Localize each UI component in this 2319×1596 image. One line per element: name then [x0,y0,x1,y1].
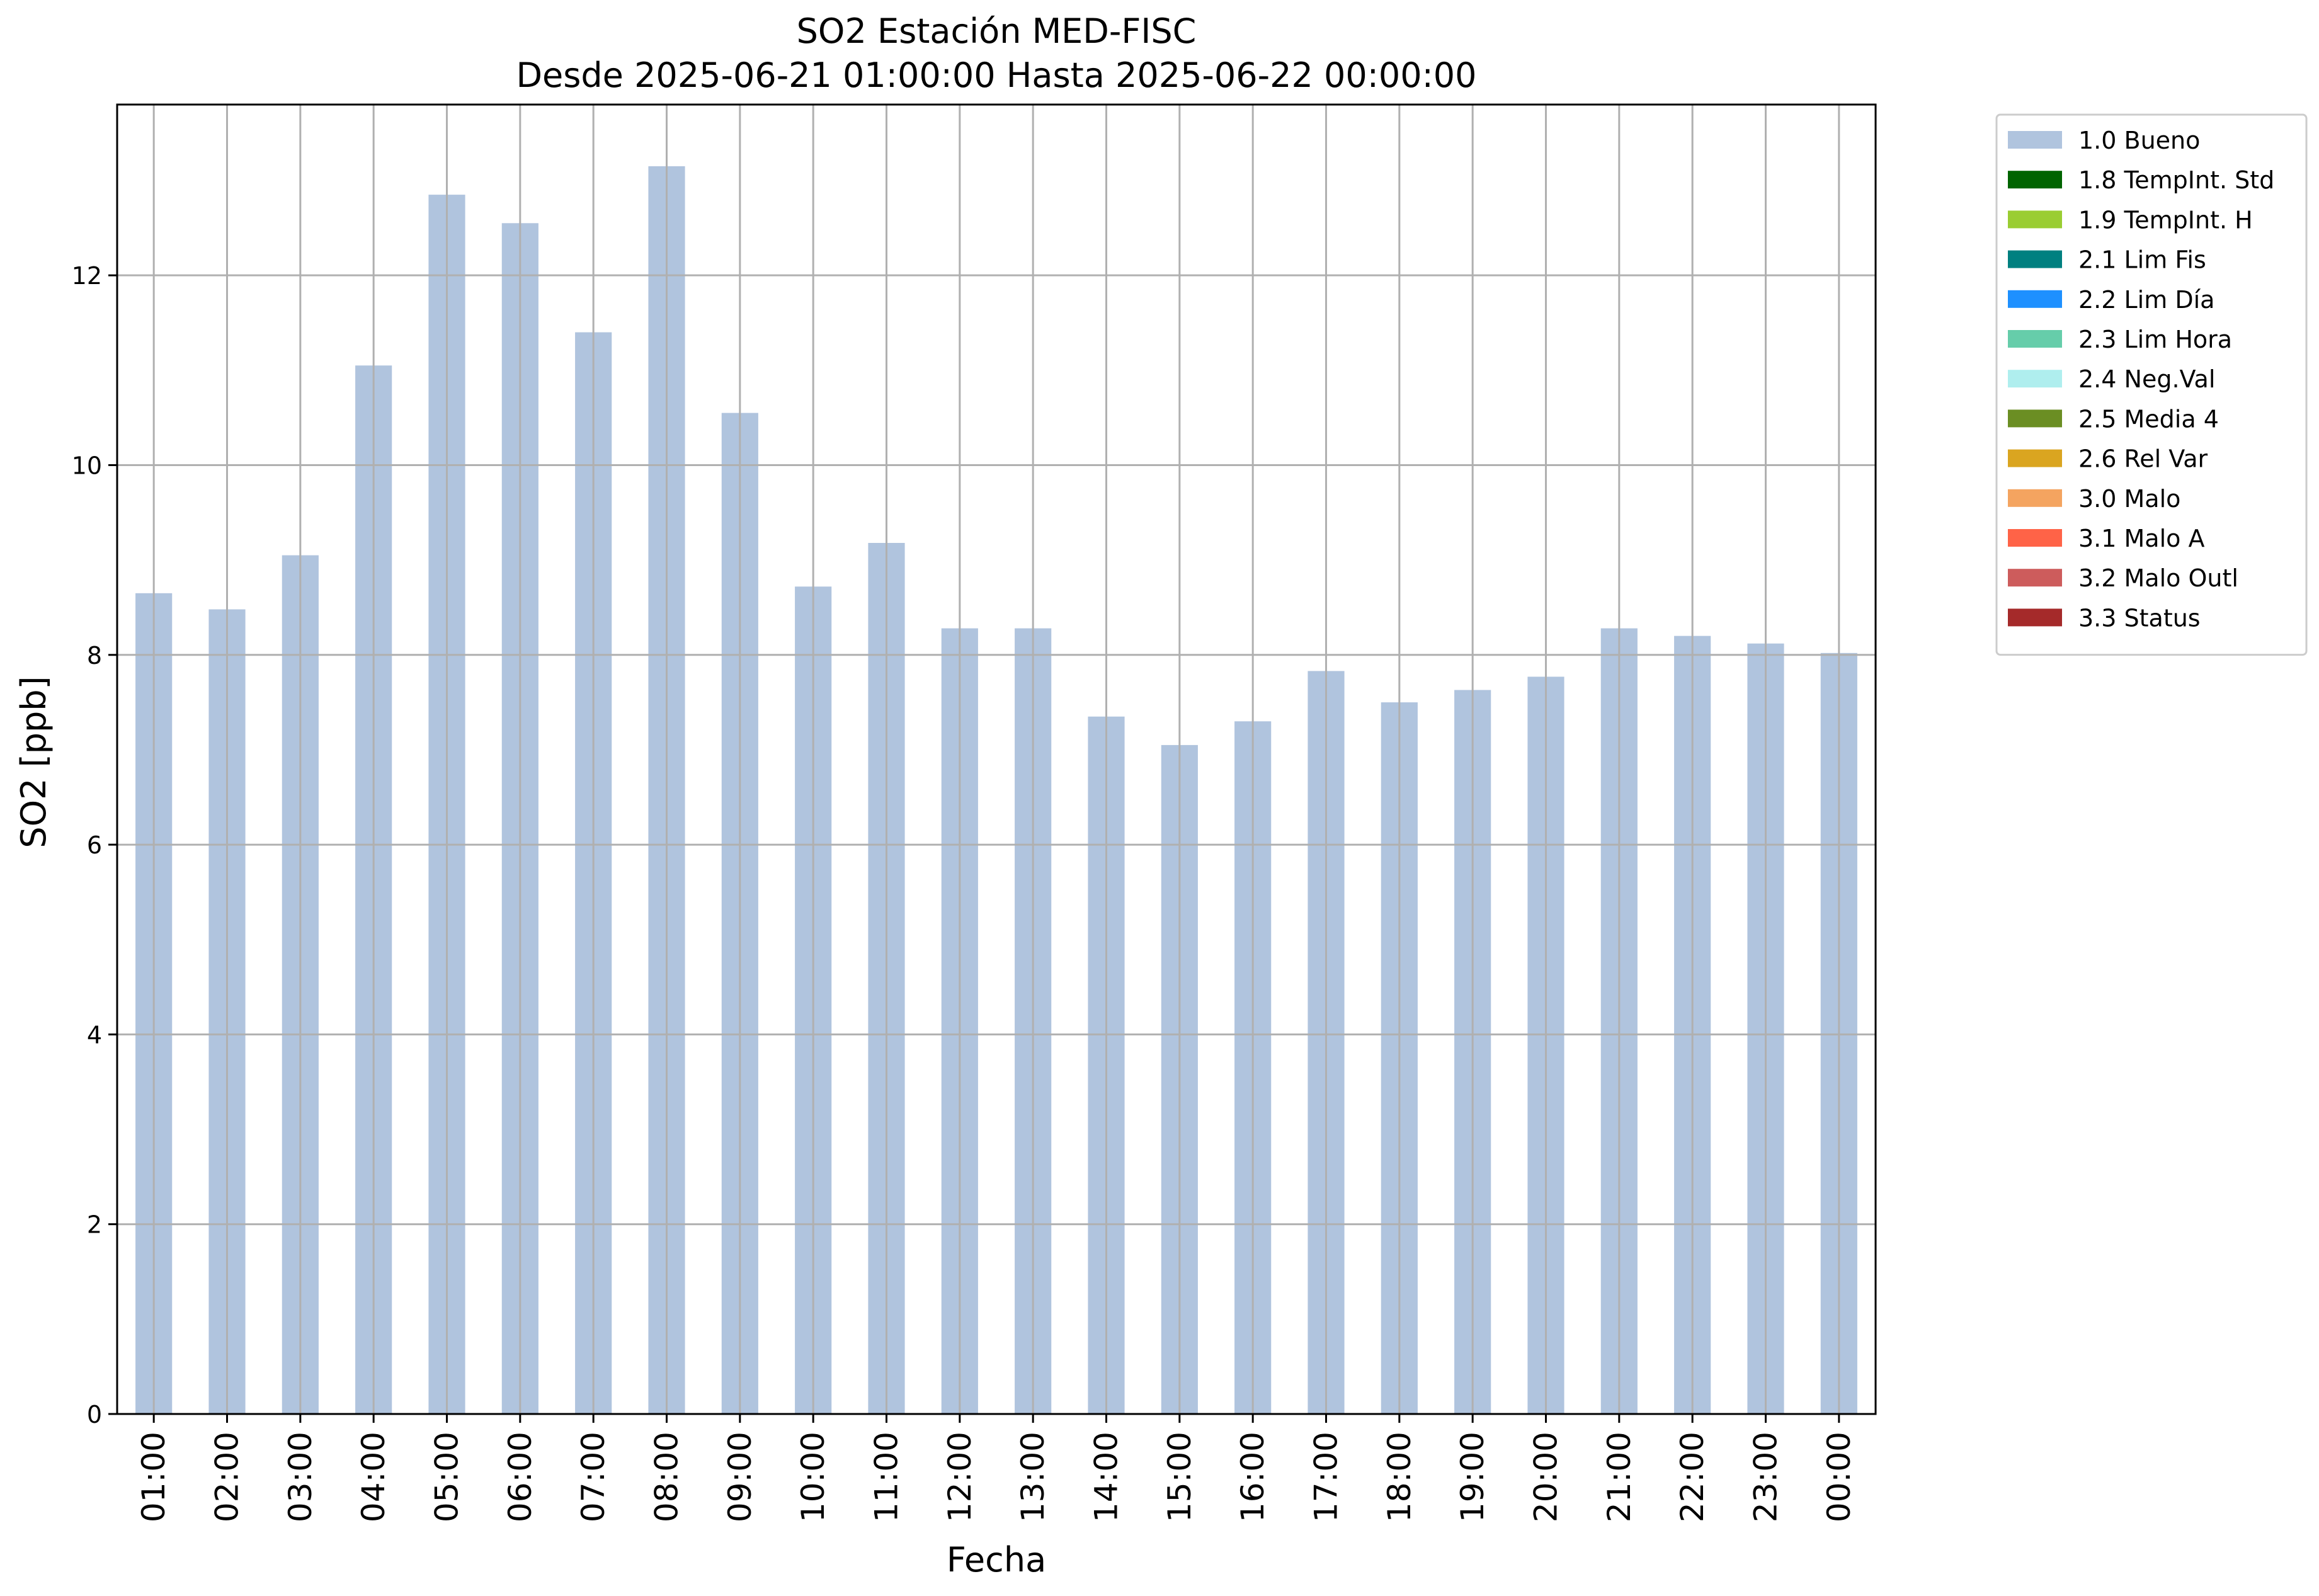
legend-label: 1.0 Bueno [2078,127,2200,154]
legend-swatch [2008,210,2062,229]
legend-label: 3.2 Malo Outl [2078,564,2238,592]
legend-swatch [2008,330,2062,348]
legend-swatch [2008,370,2062,388]
bars-layer [135,166,1857,1415]
x-tick-label: 03:00 [282,1432,319,1522]
x-tick-label: 18:00 [1381,1432,1418,1522]
legend: 1.0 Bueno 1.8 TempInt. Std 1.9 TempInt. H 2… [1995,113,2308,656]
x-tick-label: 01:00 [135,1432,172,1522]
legend-swatch [2008,489,2062,507]
x-tick-label: 07:00 [575,1432,612,1522]
legend-swatch [2008,608,2062,627]
chart-title: SO2 Estación MED-FISC [797,11,1197,51]
legend-label: 2.6 Rel Var [2078,445,2208,473]
x-tick-label: 04:00 [355,1432,392,1522]
legend-label: 3.1 Malo A [2078,525,2204,552]
x-tick-label: 21:00 [1601,1432,1638,1522]
x-tick-label: 11:00 [869,1432,905,1522]
x-tick-label: 09:00 [722,1432,758,1522]
legend-label: 2.5 Media 4 [2078,405,2219,433]
x-axis-label: Fecha [947,1540,1046,1580]
x-tick-label: 19:00 [1454,1432,1491,1522]
x-tick-label: 22:00 [1674,1432,1711,1522]
x-tick-label: 16:00 [1234,1432,1271,1522]
legend-box [1995,113,2308,656]
x-tick-label: 08:00 [649,1432,685,1522]
legend-label: 2.3 Lim Hora [2078,326,2232,353]
legend-swatch [2008,171,2062,189]
y-tick-label: 6 [87,831,102,859]
legend-swatch [2008,409,2062,428]
x-tick-label: 12:00 [942,1432,978,1522]
legend-swatch [2008,569,2062,587]
y-tick-label: 12 [72,262,102,290]
x-tick-label: 05:00 [429,1432,465,1522]
y-tick-label: 4 [87,1021,102,1049]
legend-swatch [2008,529,2062,547]
x-tick-label: 10:00 [795,1432,831,1522]
y-axis-label: SO2 [ppb] [14,676,54,848]
x-tick-label: 14:00 [1088,1432,1125,1522]
legend-swatch [2008,131,2062,149]
legend-swatch [2008,250,2062,268]
y-tick-label: 0 [87,1401,102,1428]
y-tick-label: 10 [72,452,102,479]
legend-label: 1.8 TempInt. Std [2078,166,2274,194]
x-tick-label: 23:00 [1748,1432,1784,1522]
grid-layer [117,105,1876,1415]
y-tick-label: 8 [87,642,102,670]
legend-label: 2.2 Lim Día [2078,286,2214,314]
legend-swatch [2008,449,2062,467]
axes-layer: 0 2 4 6 8 10 12 01:00 02:00 03:00 04:00 05:00 06:00 0… [72,103,1877,1522]
x-tick-label: 13:00 [1015,1432,1051,1522]
chart-subtitle: Desde 2025-06-21 01:00:00 Hasta 2025-06-… [516,55,1476,95]
legend-swatch [2008,290,2062,308]
x-tick-label: 02:00 [209,1432,246,1522]
legend-label: 3.0 Malo [2078,485,2180,513]
x-tick-label: 00:00 [1821,1432,1857,1522]
x-tick-label: 15:00 [1161,1432,1198,1522]
x-tick-label: 20:00 [1528,1432,1564,1522]
legend-label: 2.1 Lim Fis [2078,246,2206,274]
x-tick-label: 06:00 [502,1432,538,1522]
legend-label: 1.9 TempInt. H [2078,206,2253,234]
x-tick-label: 17:00 [1308,1432,1345,1522]
plot-frame [116,103,1877,1415]
legend-label: 2.4 Neg.Val [2078,365,2215,393]
y-tick-label: 2 [87,1211,102,1239]
legend-label: 3.3 Status [2078,604,2201,632]
